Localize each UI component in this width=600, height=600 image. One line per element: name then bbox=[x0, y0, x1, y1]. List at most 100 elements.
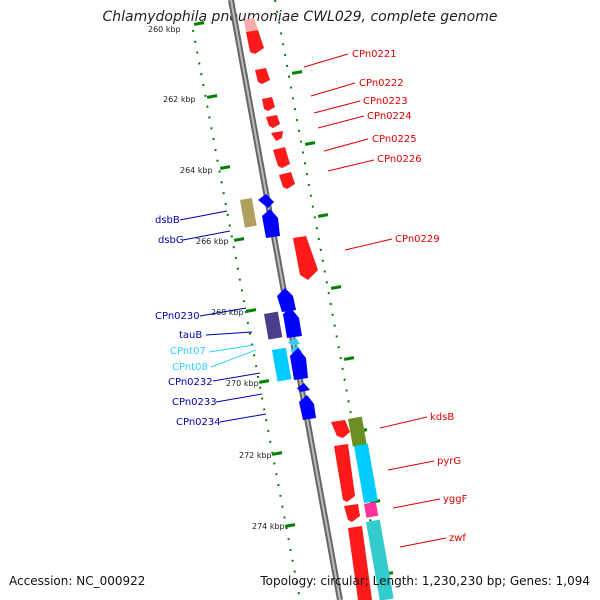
gene-label-dsbb[interactable]: dsbB bbox=[155, 215, 180, 226]
gene-arrow[interactable] bbox=[290, 348, 308, 380]
genome-summary-text: Topology: circular; Length: 1,230,230 bp… bbox=[260, 574, 590, 588]
gene-label-taub[interactable]: tauB bbox=[179, 330, 202, 341]
leader-line bbox=[219, 413, 267, 423]
gene-arrow[interactable] bbox=[283, 308, 302, 338]
gene-arrow[interactable] bbox=[258, 194, 274, 208]
leader-line bbox=[313, 100, 361, 114]
gene-label-cpn0229[interactable]: CPn0229 bbox=[395, 234, 440, 245]
kbp-label: 272 kbp bbox=[239, 451, 272, 460]
gene-label-kdsb[interactable]: kdsB bbox=[430, 412, 454, 423]
cog-bar bbox=[240, 197, 257, 228]
gene-arrow[interactable] bbox=[273, 147, 290, 168]
leader-line bbox=[179, 210, 228, 221]
leader-line bbox=[303, 53, 349, 68]
gene-label-zwf[interactable]: zwf bbox=[449, 533, 466, 544]
kbp-label: 264 kbp bbox=[180, 166, 213, 175]
kbp-tick bbox=[271, 451, 283, 456]
gene-arrow[interactable] bbox=[344, 504, 360, 522]
leader-line bbox=[215, 393, 263, 403]
gene-label-cpn0230[interactable]: CPn0230 bbox=[155, 311, 200, 322]
kbp-label: 274 kbp bbox=[252, 522, 285, 531]
map-title: Chlamydophila pneumoniae CWL029, complet… bbox=[102, 9, 498, 25]
cog-bar bbox=[354, 443, 378, 504]
kbp-tick bbox=[317, 213, 329, 218]
gene-label-cpn0233[interactable]: CPn0233 bbox=[172, 397, 217, 408]
kbp-label: 266 kbp bbox=[196, 237, 229, 246]
gene-arrow[interactable] bbox=[331, 420, 350, 438]
kbp-label: 262 kbp bbox=[163, 95, 196, 104]
kbp-tick bbox=[219, 165, 231, 170]
gene-arrow[interactable] bbox=[271, 131, 283, 141]
leader-line bbox=[205, 331, 253, 336]
forward-strand-features bbox=[244, 18, 372, 600]
kbp-tick bbox=[284, 523, 296, 528]
leader-line bbox=[323, 138, 369, 152]
leader-line bbox=[208, 344, 255, 353]
kbp-tick bbox=[206, 94, 218, 99]
cog-bar bbox=[364, 501, 379, 518]
gene-label-cpn0222[interactable]: CPn0222 bbox=[359, 78, 404, 89]
cog-bar bbox=[264, 311, 283, 340]
kbp-tick bbox=[291, 70, 303, 75]
trna-arrow[interactable] bbox=[288, 338, 300, 346]
kbp-label: 260 kbp bbox=[148, 25, 181, 34]
cog-annotation-bars bbox=[240, 197, 394, 600]
gene-arrow[interactable] bbox=[262, 209, 280, 238]
gene-arrow[interactable] bbox=[255, 68, 270, 84]
leader-line bbox=[392, 498, 441, 509]
kbp-tick bbox=[343, 356, 355, 361]
leader-line bbox=[344, 238, 393, 251]
gene-arrow[interactable] bbox=[279, 172, 295, 189]
kbp-labels: 260 kbp 262 kbp 264 kbp 266 kbp 268 kbp … bbox=[148, 25, 285, 531]
leader-line bbox=[210, 349, 257, 368]
gene-label-cpn0234[interactable]: CPn0234 bbox=[176, 417, 221, 428]
gene-arrow[interactable] bbox=[262, 97, 275, 111]
gene-arrow[interactable] bbox=[244, 18, 258, 32]
kbp-tick bbox=[258, 379, 270, 384]
gene-label-pyrg[interactable]: pyrG bbox=[437, 456, 461, 467]
gene-arrow[interactable] bbox=[348, 526, 372, 600]
gene-label-cpnt08[interactable]: CPnt08 bbox=[172, 362, 208, 373]
gene-label-cpn0223[interactable]: CPn0223 bbox=[363, 96, 408, 107]
gene-label-yggf[interactable]: yggF bbox=[443, 494, 468, 505]
leader-line bbox=[399, 537, 447, 548]
gene-arrow[interactable] bbox=[293, 236, 318, 280]
gene-arrow[interactable] bbox=[297, 383, 310, 392]
kbp-label: 270 kbp bbox=[226, 379, 259, 388]
accession-text: Accession: NC_000922 bbox=[9, 574, 146, 588]
kbp-tick bbox=[193, 21, 205, 26]
leader-line bbox=[310, 82, 356, 97]
gene-arrow[interactable] bbox=[334, 444, 355, 502]
reverse-gene-labels: dsbB dsbG CPn0230 tauB CPnt07 CPnt08 CPn… bbox=[155, 215, 221, 428]
kbp-tick bbox=[245, 308, 257, 313]
forward-leader-lines bbox=[303, 53, 447, 548]
leader-line bbox=[379, 416, 428, 429]
kbp-tick bbox=[233, 237, 245, 242]
leader-line bbox=[182, 230, 231, 241]
gene-label-dsbg[interactable]: dsbG bbox=[158, 235, 184, 246]
leader-line bbox=[387, 460, 435, 471]
gene-arrow[interactable] bbox=[277, 288, 296, 312]
gene-label-cpn0232[interactable]: CPn0232 bbox=[168, 377, 213, 388]
gene-arrow[interactable] bbox=[266, 115, 280, 128]
gene-label-cpn0221[interactable]: CPn0221 bbox=[352, 49, 397, 60]
kbp-tick bbox=[330, 285, 342, 290]
gene-arrow[interactable] bbox=[299, 395, 316, 420]
gene-label-cpn0224[interactable]: CPn0224 bbox=[367, 111, 412, 122]
kbp-tick bbox=[304, 141, 316, 146]
gene-label-cpn0225[interactable]: CPn0225 bbox=[372, 134, 417, 145]
kbp-label: 268 kbp bbox=[211, 308, 244, 317]
cog-bar bbox=[366, 519, 394, 600]
reverse-strand-features bbox=[258, 194, 316, 420]
cog-bar bbox=[348, 416, 367, 447]
forward-gene-labels: CPn0221 CPn0222 CPn0223 CPn0224 CPn0225 … bbox=[352, 49, 468, 544]
leader-line bbox=[317, 115, 365, 129]
leader-line bbox=[199, 307, 247, 317]
reverse-leader-lines bbox=[179, 210, 267, 423]
leader-line bbox=[212, 372, 261, 382]
gene-label-cpnt07[interactable]: CPnt07 bbox=[170, 346, 206, 357]
gene-arrow[interactable] bbox=[246, 30, 264, 54]
gene-label-cpn0226[interactable]: CPn0226 bbox=[377, 154, 422, 165]
